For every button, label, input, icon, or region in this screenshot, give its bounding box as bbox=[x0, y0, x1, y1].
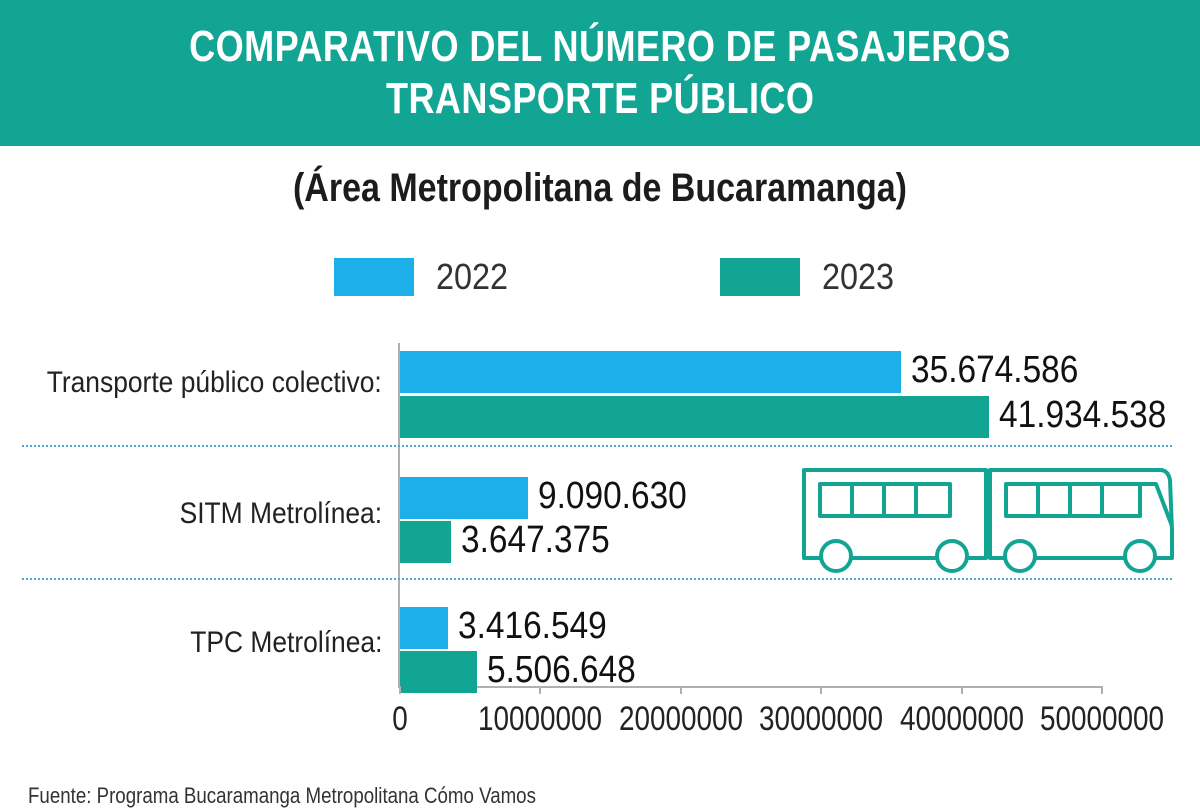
row-separator bbox=[22, 445, 1172, 447]
bar-transporte-colectivo-2023 bbox=[400, 396, 989, 438]
value-label-sitm-metrolinea-2022: 9.090.630 bbox=[537, 475, 687, 517]
bar-sitm-metrolinea-2022 bbox=[400, 477, 528, 519]
legend-item-2023: 2023 bbox=[720, 256, 902, 297]
legend-label-2023: 2023 bbox=[822, 256, 895, 297]
value-label-tpc-metrolinea-2023: 5.506.648 bbox=[487, 649, 637, 691]
bar-sitm-metrolinea-2023 bbox=[400, 521, 452, 563]
x-tick-mark bbox=[679, 686, 682, 694]
bar-transporte-colectivo-2022 bbox=[400, 351, 901, 393]
x-tick-mark bbox=[820, 686, 823, 694]
x-tick-label: 20000000 bbox=[618, 700, 743, 738]
title-banner: COMPARATIVO DEL NÚMERO DE PASAJEROS TRAN… bbox=[0, 0, 1200, 146]
x-axis-line bbox=[398, 686, 1103, 688]
bar-tpc-metrolinea-2023 bbox=[400, 651, 478, 693]
x-tick-label: 30000000 bbox=[759, 700, 884, 738]
x-tick-label: 10000000 bbox=[478, 700, 603, 738]
value-label-sitm-metrolinea-2023: 3.647.375 bbox=[461, 519, 610, 561]
value-label-transporte-colectivo-2023: 41.934.538 bbox=[998, 394, 1167, 436]
value-label-tpc-metrolinea-2022: 3.416.549 bbox=[457, 605, 607, 647]
legend-swatch-2022 bbox=[334, 258, 414, 296]
x-tick-mark bbox=[960, 686, 963, 694]
source-note: Fuente: Programa Bucaramanga Metropolita… bbox=[28, 783, 536, 808]
x-tick-mark bbox=[1101, 686, 1103, 694]
y-axis-line bbox=[398, 343, 400, 688]
value-label-transporte-colectivo-2022: 35.674.586 bbox=[910, 349, 1079, 391]
legend-swatch-2023 bbox=[720, 258, 800, 296]
bar-tpc-metrolinea-2022 bbox=[400, 607, 448, 649]
category-label-sitm-metrolinea: SITM Metrolínea: bbox=[179, 497, 382, 530]
x-tick-mark bbox=[539, 686, 542, 694]
x-tick-label: 0 bbox=[392, 700, 408, 738]
legend-label-2022: 2022 bbox=[436, 256, 509, 297]
category-label-transporte-colectivo: Transporte público colectivo: bbox=[46, 366, 382, 399]
chart-subtitle: (Área Metropolitana de Bucaramanga) bbox=[292, 166, 908, 210]
x-tick-mark bbox=[399, 686, 401, 694]
legend-item-2022: 2022 bbox=[334, 256, 516, 297]
x-tick-label: 50000000 bbox=[1039, 700, 1165, 738]
row-separator bbox=[22, 578, 1172, 580]
title-line-1: COMPARATIVO DEL NÚMERO DE PASAJEROS bbox=[189, 22, 1011, 71]
bus-icon bbox=[802, 468, 1174, 573]
category-label-tpc-metrolinea: TPC Metrolínea: bbox=[189, 626, 382, 659]
x-tick-label: 40000000 bbox=[899, 700, 1024, 738]
title-line-2: TRANSPORTE PÚBLICO bbox=[385, 74, 815, 123]
